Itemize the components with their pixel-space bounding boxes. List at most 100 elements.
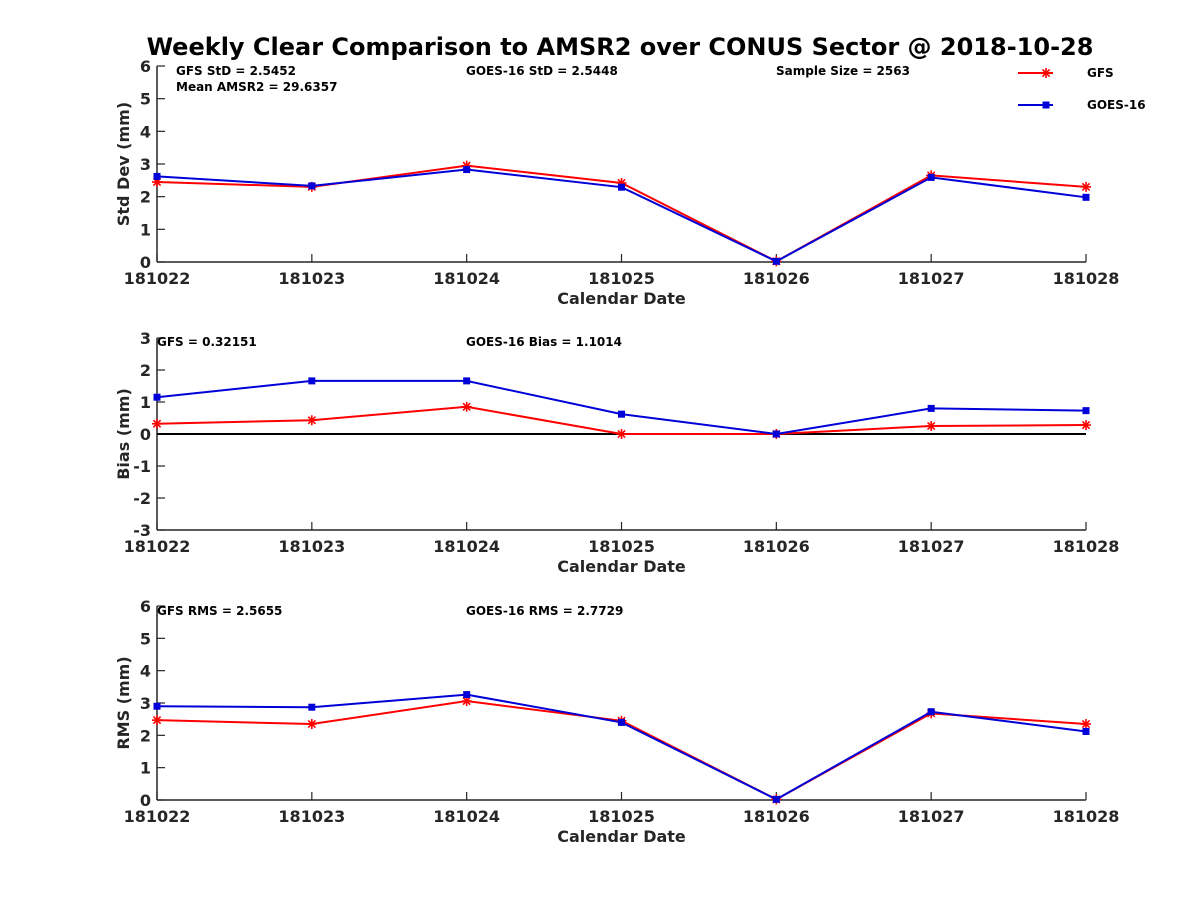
x-tick-label: 181027	[898, 537, 965, 556]
data-point-gfs	[152, 418, 162, 429]
legend-label: GOES-16	[1087, 98, 1146, 112]
stat-annotation: GFS = 0.32151	[157, 335, 257, 349]
data-point-goes-16	[772, 257, 780, 265]
stat-annotation: GOES-16 Bias = 1.1014	[466, 335, 622, 349]
y-tick-label: 3	[140, 329, 151, 348]
series-goes-16	[153, 691, 1090, 803]
data-point-goes-16	[463, 691, 471, 699]
data-point-goes-16	[927, 708, 935, 716]
y-tick-label: 3	[140, 155, 151, 174]
data-point-goes-16	[463, 166, 471, 174]
x-tick-label: 181026	[743, 537, 810, 556]
x-tick-label: 181028	[1053, 807, 1120, 826]
stat-annotation: Mean AMSR2 = 29.6357	[176, 80, 337, 94]
chart-panels: 0 1 2 3 4 5 6 181022 181023 181024 181025 181026 181…	[114, 57, 1119, 846]
x-tick-label: 181026	[743, 807, 810, 826]
data-point-goes-16	[927, 173, 935, 181]
y-tick-label: -2	[133, 489, 151, 508]
legend-marker	[1042, 101, 1050, 109]
x-axis-label: Calendar Date	[557, 557, 686, 576]
y-tick-label: 1	[140, 393, 151, 412]
y-tick-label: 0	[140, 425, 151, 444]
x-tick-label: 181023	[278, 269, 345, 288]
legend-label: GFS	[1087, 66, 1114, 80]
y-axis-label: Std Dev (mm)	[114, 102, 133, 226]
data-point-gfs	[306, 719, 317, 730]
data-point-goes-16	[153, 702, 161, 710]
data-point-gfs	[616, 429, 627, 439]
data-point-gfs	[1081, 181, 1091, 192]
data-point-goes-16	[618, 410, 625, 418]
data-point-gfs	[926, 421, 937, 431]
x-tick-label: 181022	[124, 807, 191, 826]
stat-annotation: GFS RMS = 2.5655	[157, 604, 282, 618]
y-tick-label: 1	[140, 759, 151, 778]
data-point-gfs	[461, 401, 472, 412]
x-tick-label: 181022	[124, 269, 191, 288]
data-point-goes-16	[618, 718, 625, 726]
x-tick-label: 181027	[898, 269, 965, 288]
x-tick-label: 181025	[588, 807, 655, 826]
data-point-goes-16	[927, 404, 935, 412]
x-tick-label: 181028	[1053, 537, 1120, 556]
y-tick-label: 0	[140, 253, 151, 272]
series-gfs	[152, 696, 1091, 805]
x-axis-label: Calendar Date	[557, 289, 686, 308]
x-tick-label: 181028	[1053, 269, 1120, 288]
data-point-gfs	[152, 715, 162, 726]
stat-annotation: GOES-16 RMS = 2.7729	[466, 604, 623, 618]
y-tick-label: 4	[140, 122, 151, 141]
y-tick-label: -1	[133, 457, 151, 476]
y-tick-label: 2	[140, 361, 151, 380]
x-axis-label: Calendar Date	[557, 827, 686, 846]
y-axis-label: RMS (mm)	[114, 656, 133, 749]
legend-marker	[1041, 68, 1051, 78]
y-tick-label: 3	[140, 694, 151, 713]
data-point-goes-16	[308, 703, 316, 711]
y-tick-label: 4	[140, 662, 151, 681]
panel-bias-mm: -3 -2 -1 0 1 2 3 181022 181023 181024 181025 181026…	[114, 329, 1119, 576]
y-axis-label: Bias (mm)	[114, 388, 133, 480]
data-point-gfs	[306, 415, 317, 426]
x-tick-label: 181024	[433, 269, 500, 288]
y-tick-label: 0	[140, 791, 151, 810]
x-tick-label: 181024	[433, 807, 500, 826]
x-tick-label: 181025	[588, 269, 655, 288]
stat-annotation: GOES-16 StD = 2.5448	[466, 64, 618, 78]
series-gfs	[152, 401, 1091, 439]
stat-annotation: Sample Size = 2563	[776, 64, 910, 78]
data-point-goes-16	[1082, 193, 1090, 201]
stat-annotation: GFS StD = 2.5452	[176, 64, 296, 78]
x-tick-label: 181026	[743, 269, 810, 288]
panel-rms-mm: 0 1 2 3 4 5 6 181022 181023 181024 181025 181026 181…	[114, 597, 1119, 846]
data-point-goes-16	[153, 172, 161, 180]
x-tick-label: 181023	[278, 537, 345, 556]
series-gfs	[152, 160, 1091, 267]
data-point-goes-16	[772, 430, 780, 438]
y-tick-label: 5	[140, 629, 151, 648]
data-point-gfs	[1081, 719, 1091, 730]
legend-entry-goes-16: GOES-16	[1018, 98, 1146, 112]
data-point-goes-16	[308, 377, 316, 385]
data-point-goes-16	[153, 393, 161, 401]
y-tick-label: 6	[140, 597, 151, 616]
series-line-goes-16	[156, 693, 1087, 801]
panel-std-dev-mm: 0 1 2 3 4 5 6 181022 181023 181024 181025 181026 181…	[114, 57, 1119, 308]
y-tick-label: 6	[140, 57, 151, 76]
data-point-gfs	[1081, 420, 1091, 431]
x-tick-label: 181024	[433, 537, 500, 556]
data-point-goes-16	[463, 377, 471, 385]
data-point-goes-16	[772, 795, 780, 803]
series-goes-16	[153, 377, 1090, 438]
data-point-goes-16	[1082, 727, 1090, 735]
x-tick-label: 181023	[278, 807, 345, 826]
y-tick-label: 1	[140, 220, 151, 239]
x-tick-label: 181027	[898, 807, 965, 826]
data-point-goes-16	[618, 183, 625, 191]
data-point-goes-16	[1082, 407, 1090, 415]
y-tick-label: -3	[133, 521, 151, 540]
legend-entry-gfs: GFS	[1018, 66, 1114, 80]
y-tick-label: 2	[140, 188, 151, 207]
x-tick-label: 181022	[124, 537, 191, 556]
